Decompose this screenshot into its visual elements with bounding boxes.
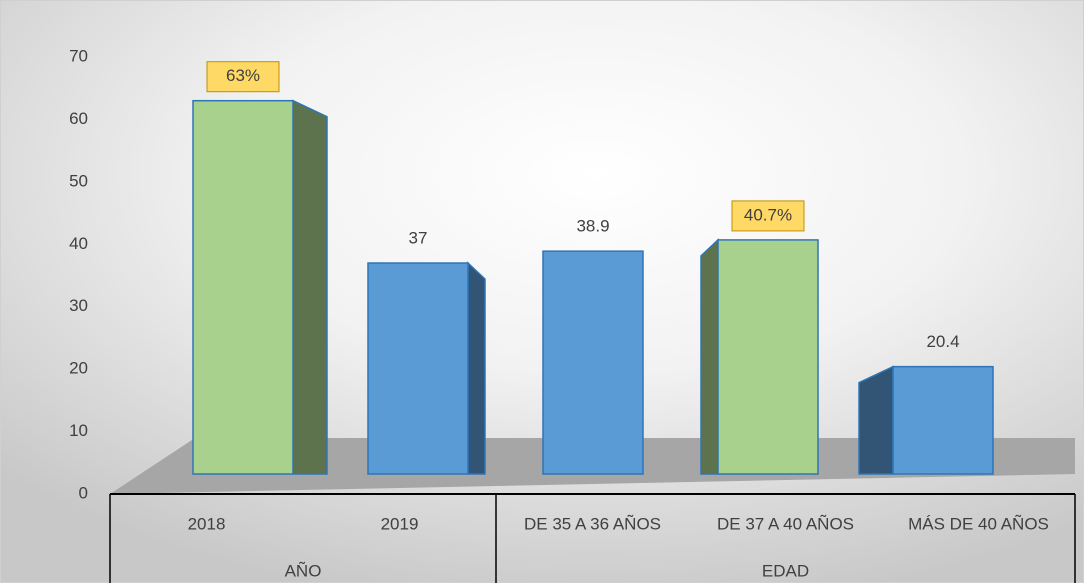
bar <box>367 262 469 475</box>
bar <box>542 250 644 475</box>
group-label: AÑO <box>285 561 322 580</box>
x-tick-label: MÁS DE 40 AÑOS <box>908 514 1049 533</box>
y-tick-label: 20 <box>69 359 88 378</box>
x-tick-label: DE 37 A 40 AÑOS <box>717 514 854 533</box>
data-label: 20.4 <box>926 332 959 351</box>
data-label: 38.9 <box>576 217 609 236</box>
group-label: EDAD <box>762 561 809 580</box>
y-tick-label: 30 <box>69 296 88 315</box>
y-tick-label: 60 <box>69 109 88 128</box>
y-tick-label: 10 <box>69 421 88 440</box>
bar-side <box>467 261 486 475</box>
bar <box>192 99 294 475</box>
bar <box>892 365 994 475</box>
x-tick-label: 2019 <box>381 514 419 533</box>
label-box <box>731 200 805 232</box>
y-tick-label: 0 <box>79 483 88 502</box>
bar-side <box>700 238 719 475</box>
x-tick-label: 2018 <box>188 514 226 533</box>
label-box <box>206 61 280 93</box>
data-label: 63% <box>226 66 260 85</box>
data-label: 40.7% <box>744 205 792 224</box>
data-label: 37 <box>409 228 428 247</box>
y-tick-label: 50 <box>69 171 88 190</box>
y-tick-label: 40 <box>69 234 88 253</box>
bar <box>717 239 819 475</box>
bar-side <box>858 365 894 475</box>
bar-side <box>292 99 328 475</box>
y-tick-label: 70 <box>69 46 88 65</box>
x-tick-label: DE 35 A 36 AÑOS <box>524 514 661 533</box>
